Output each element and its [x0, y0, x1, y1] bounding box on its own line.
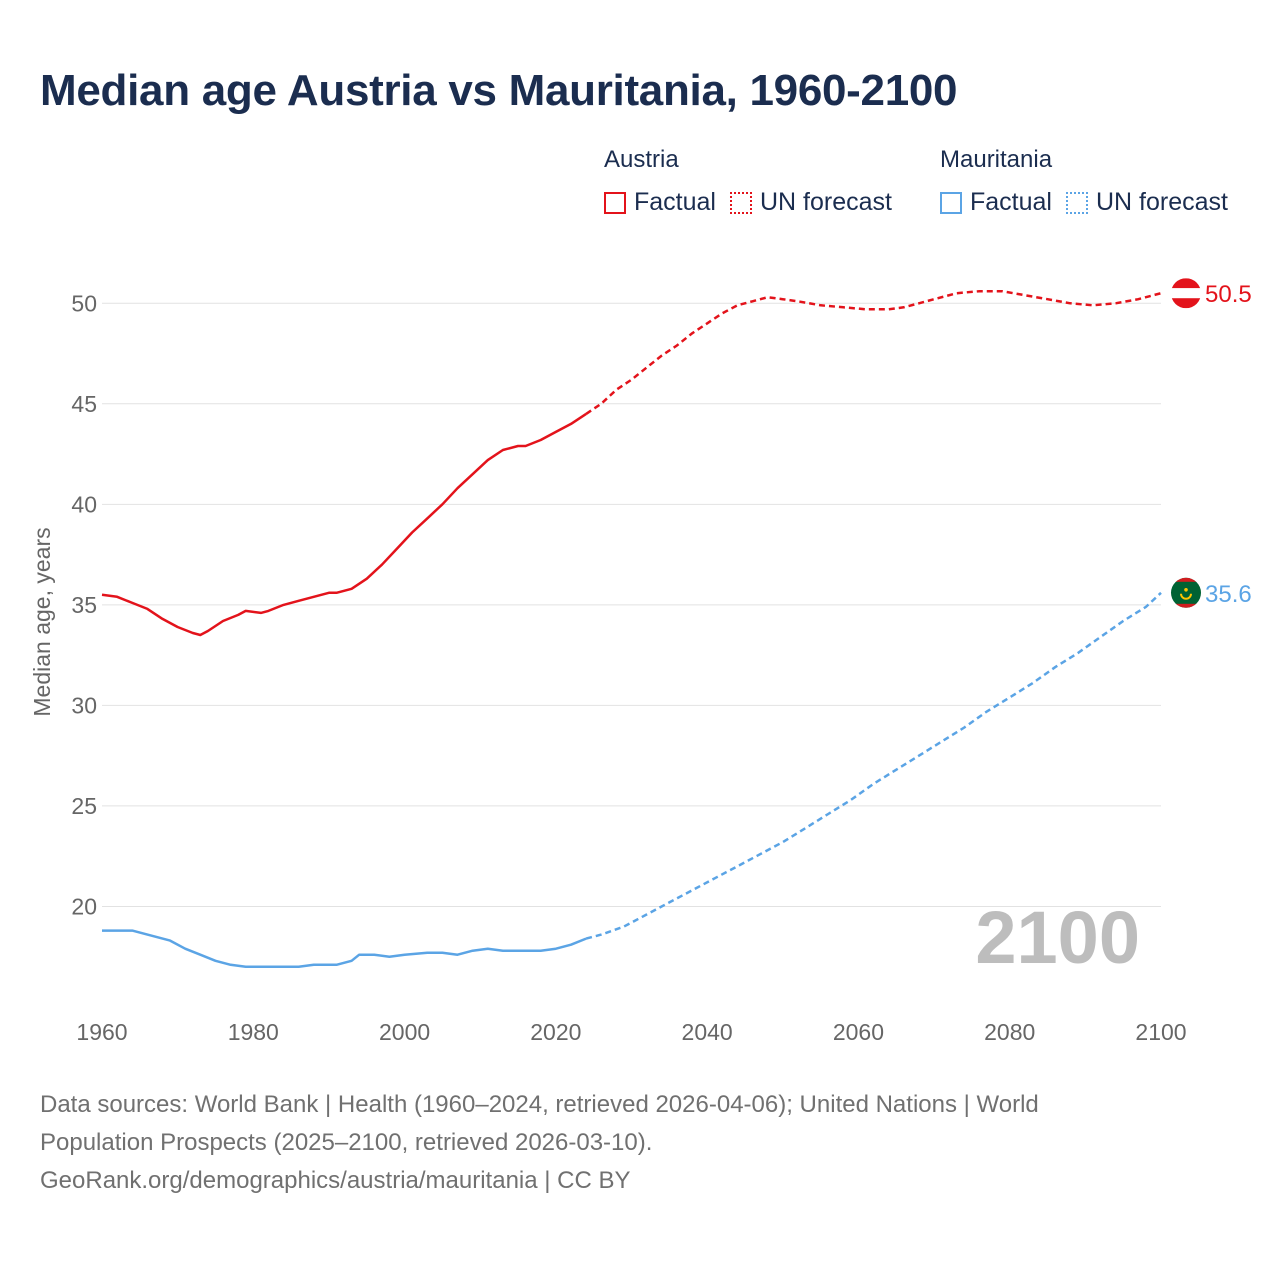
austria-factual-line: [101, 412, 587, 637]
y-tick-label: 25: [71, 793, 97, 819]
x-tick-label: 2040: [682, 1019, 733, 1045]
legend-item-mauritania-factual[interactable]: Factual: [940, 188, 1052, 217]
austria-forecast-line: [585, 289, 1162, 415]
mauritania-flag-icon: [1171, 577, 1201, 608]
footer-line-3: GeoRank.org/demographics/austria/maurita…: [40, 1167, 631, 1194]
dotted-swatch-icon: [1065, 191, 1088, 214]
y-tick-label: 50: [71, 290, 97, 316]
y-tick-label: 45: [71, 391, 97, 417]
solid-swatch-icon: [604, 191, 626, 214]
y-tick-label: 40: [71, 491, 97, 517]
mauritania-factual-line: [102, 929, 587, 969]
y-tick-label: 20: [71, 893, 97, 919]
legend-item-austria-forecast[interactable]: UN forecast: [729, 188, 892, 217]
x-tick-label: 2000: [379, 1019, 430, 1045]
legend-group-name: Austria: [604, 146, 679, 173]
mauritania-forecast-line: [585, 591, 1162, 940]
x-tick-label: 2100: [1135, 1019, 1186, 1045]
x-tick-label: 2060: [833, 1019, 884, 1045]
legend-item-label: UN forecast: [759, 188, 892, 216]
legend-item-austria-factual[interactable]: Factual: [604, 188, 716, 217]
legend-item-mauritania-forecast[interactable]: UN forecast: [1065, 188, 1228, 217]
y-tick-label: 30: [71, 692, 97, 718]
x-tick-label: 2080: [984, 1019, 1035, 1045]
footer-line-2: Population Prospects (2025–2100, retriev…: [40, 1129, 653, 1156]
legend-item-label: Factual: [970, 188, 1052, 216]
footer-line-1: Data sources: World Bank | Health (1960–…: [40, 1091, 1039, 1118]
austria-end-label: 50.5: [1205, 281, 1252, 308]
x-tick-label: 1960: [76, 1019, 127, 1045]
x-tick-label: 2020: [530, 1019, 581, 1045]
legend-group-austria: Austria Factual UN forecast: [604, 146, 906, 217]
year-watermark: 2100: [975, 896, 1140, 979]
dotted-swatch-icon: [729, 191, 752, 214]
y-axis-label: Median age, years: [29, 527, 55, 716]
x-tick-label: 1980: [228, 1019, 279, 1045]
y-tick-label: 35: [71, 592, 97, 618]
footer-sources: Data sources: World Bank | Health (1960–…: [40, 1086, 1220, 1200]
legend-item-label: UN forecast: [1095, 188, 1228, 216]
mauritania-end-label: 35.6: [1205, 581, 1252, 608]
legend-group-mauritania: Mauritania Factual UN forecast: [940, 146, 1242, 217]
solid-swatch-icon: [940, 191, 962, 214]
chart-title: Median age Austria vs Mauritania, 1960-2…: [40, 66, 958, 115]
legend-group-name: Mauritania: [940, 146, 1053, 173]
austria-flag-icon: [1171, 278, 1201, 309]
legend-item-label: Factual: [634, 188, 716, 216]
